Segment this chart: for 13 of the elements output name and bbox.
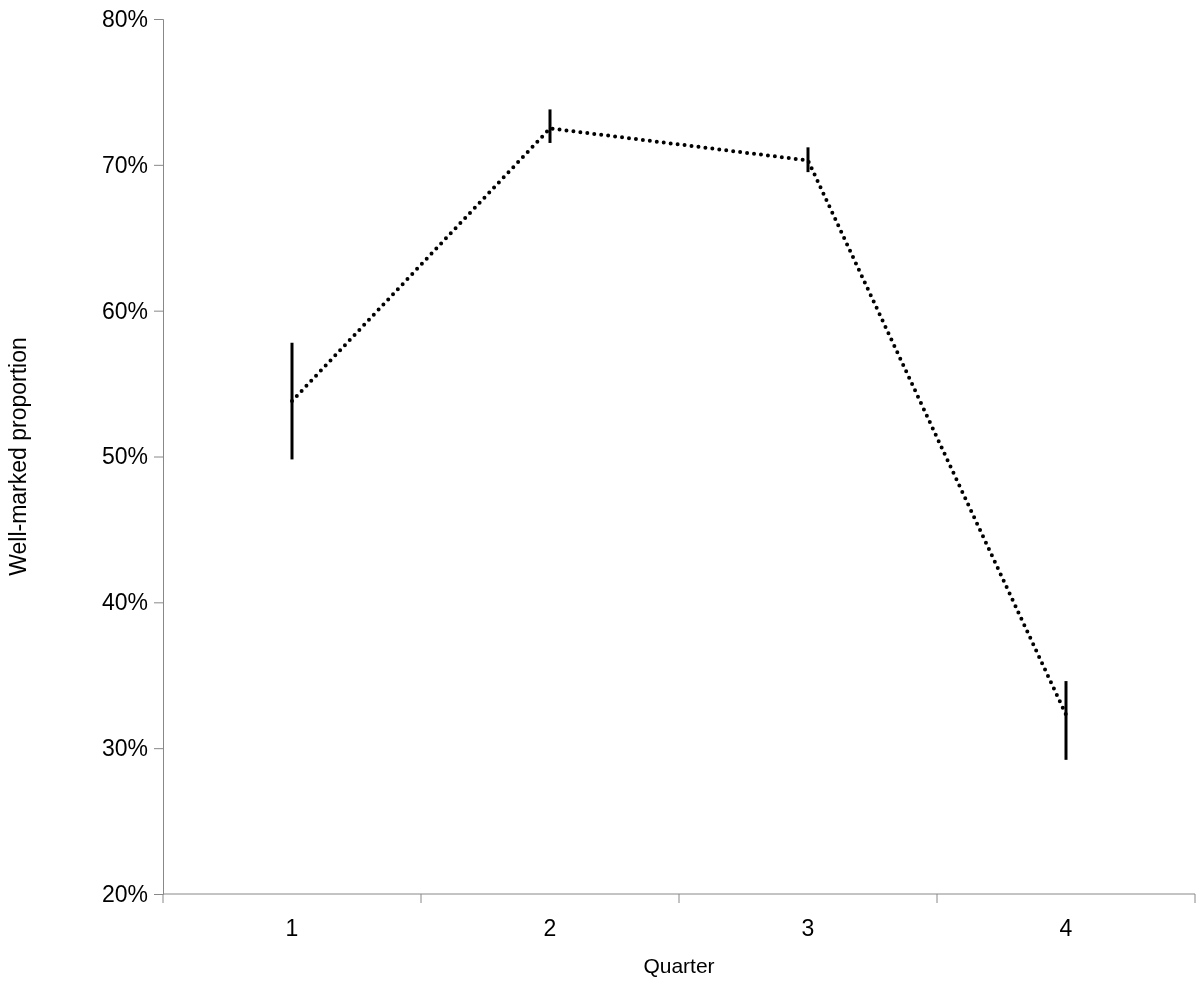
y-tick-label: 20% [101, 880, 148, 907]
y-tick-label: 40% [101, 589, 148, 616]
x-tick-label: 2 [543, 915, 557, 941]
x-axis-title: Quarter [643, 954, 715, 977]
x-tick-label: 1 [285, 915, 299, 941]
y-tick-label: 50% [101, 443, 148, 470]
y-tick-label: 30% [101, 735, 148, 762]
y-tick-label: 60% [101, 297, 148, 324]
y-tick-label: 70% [101, 151, 148, 178]
x-tick-label: 3 [801, 915, 815, 941]
x-tick-label: 4 [1059, 915, 1073, 941]
y-axis-title: Well-marked proportion [5, 337, 31, 576]
y-tick-label: 80% [101, 5, 148, 32]
